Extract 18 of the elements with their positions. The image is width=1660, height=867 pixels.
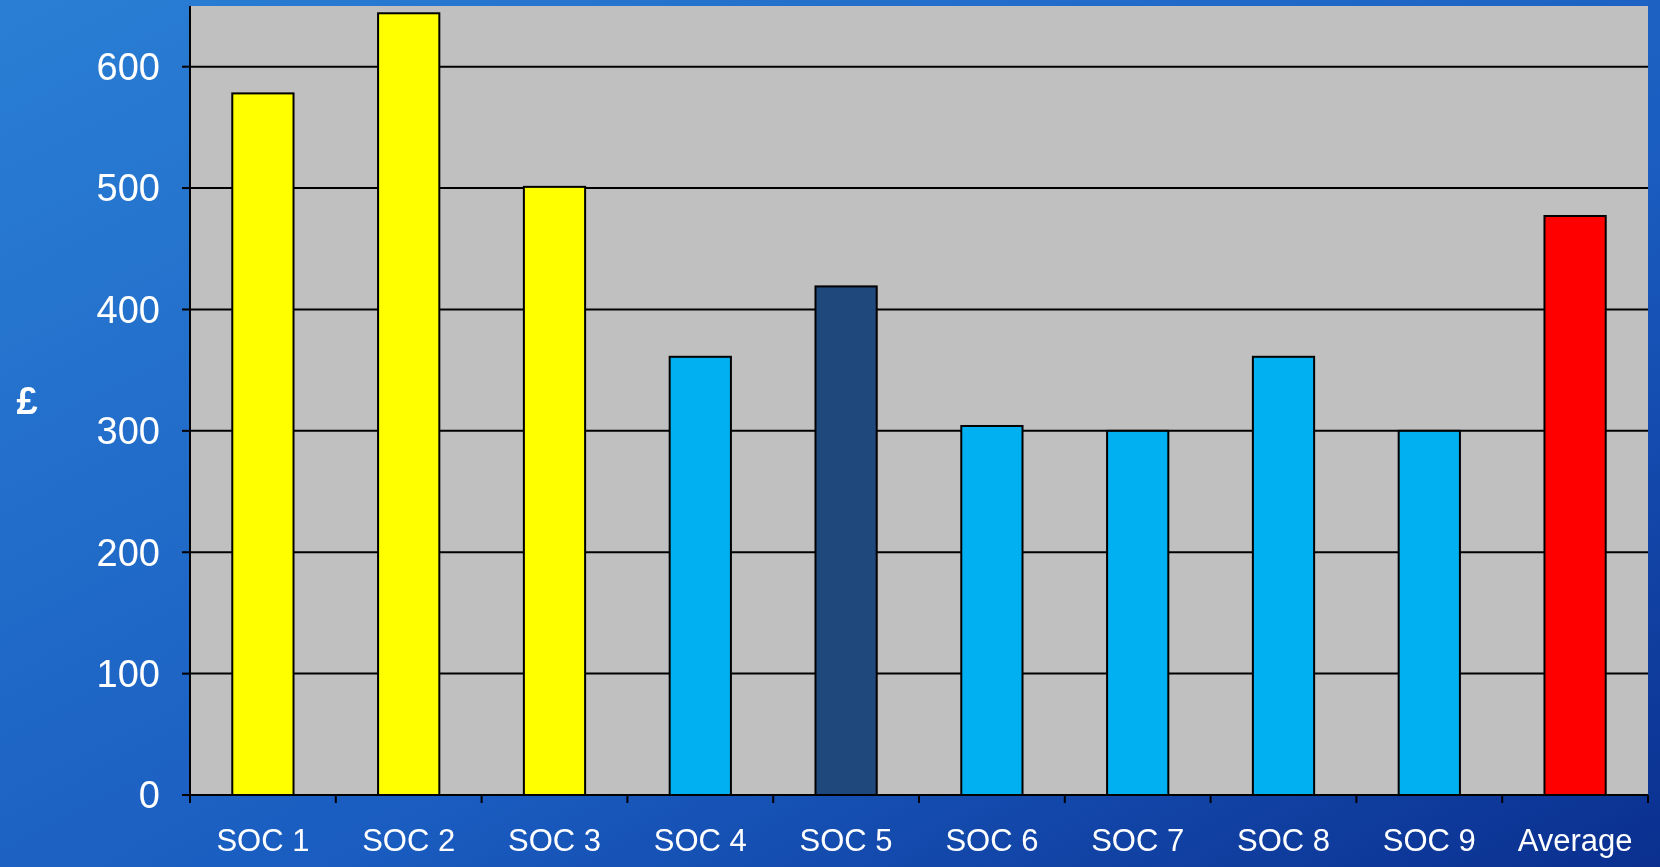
x-tick-label: SOC 6	[945, 823, 1039, 858]
y-tick-label: 600	[96, 45, 160, 88]
y-tick-label: 500	[96, 167, 160, 210]
x-tick-label: SOC 7	[1091, 823, 1185, 858]
x-tick-label: SOC 9	[1382, 823, 1476, 858]
x-tick-label: SOC 5	[799, 823, 893, 858]
x-tick-label: SOC 1	[216, 823, 310, 858]
x-tick-label: SOC 2	[362, 823, 456, 858]
y-tick-label: 100	[96, 652, 160, 695]
y-axis-title: £	[16, 379, 38, 422]
y-tick-label: 0	[138, 774, 160, 817]
x-tick-label: SOC 3	[507, 823, 602, 858]
y-tick-label: 200	[96, 531, 160, 574]
y-tick-label: 300	[96, 410, 160, 453]
y-tick-label: 400	[96, 288, 160, 331]
x-tick-label: SOC 4	[653, 823, 747, 858]
x-tick-label: SOC 8	[1236, 823, 1331, 858]
x-tick-label: Average	[1517, 823, 1633, 858]
